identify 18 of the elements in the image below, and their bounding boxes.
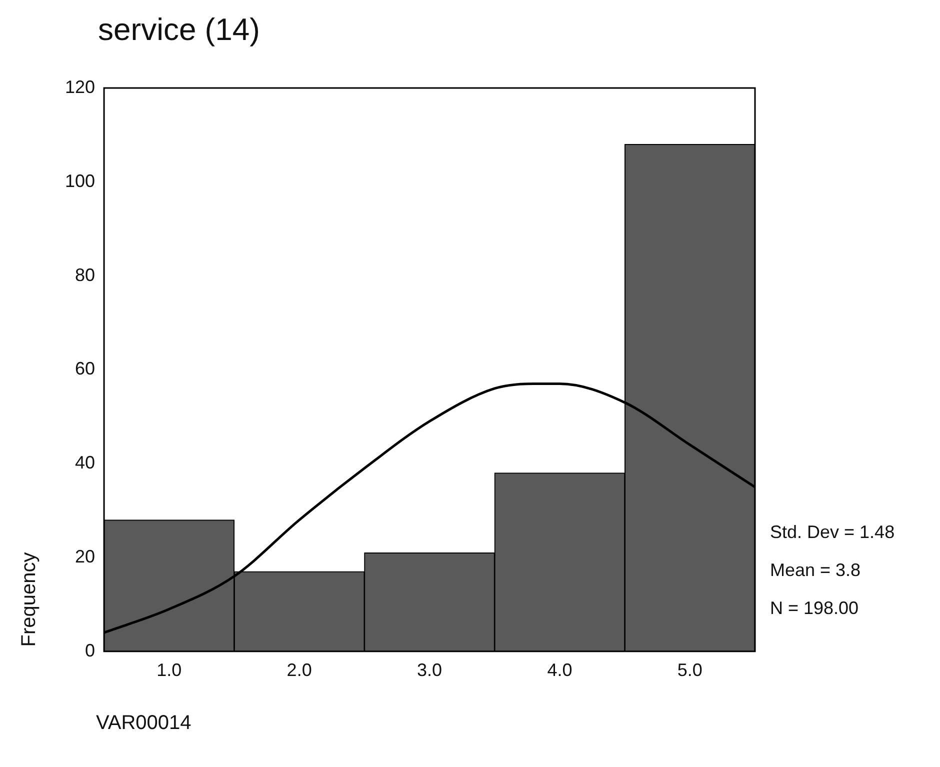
text: N = 198.00 [770, 598, 859, 619]
y-tick-label: 60 [75, 358, 96, 379]
text: Mean = 3.8 [770, 560, 861, 581]
x-tick-label: 4.0 [547, 660, 572, 680]
y-tick-label: 0 [85, 640, 96, 660]
chart-title: service (14) [98, 12, 260, 48]
x-tick-label: 2.0 [286, 660, 312, 680]
y-axis-title: Frequency [18, 552, 41, 647]
x-tick-label: 1.0 [156, 660, 182, 680]
text: Std. Dev = 1.48 [770, 522, 895, 543]
x-tick-label: 3.0 [417, 660, 442, 680]
x-tick-label: 5.0 [677, 660, 702, 680]
x-axis-title: VAR00014 [96, 712, 192, 735]
y-tick-label: 20 [75, 546, 96, 566]
y-tick-label: 120 [64, 76, 96, 97]
y-tick-label: 40 [75, 452, 96, 473]
y-tick-label: 80 [75, 264, 96, 285]
y-tick-label: 100 [64, 170, 96, 191]
